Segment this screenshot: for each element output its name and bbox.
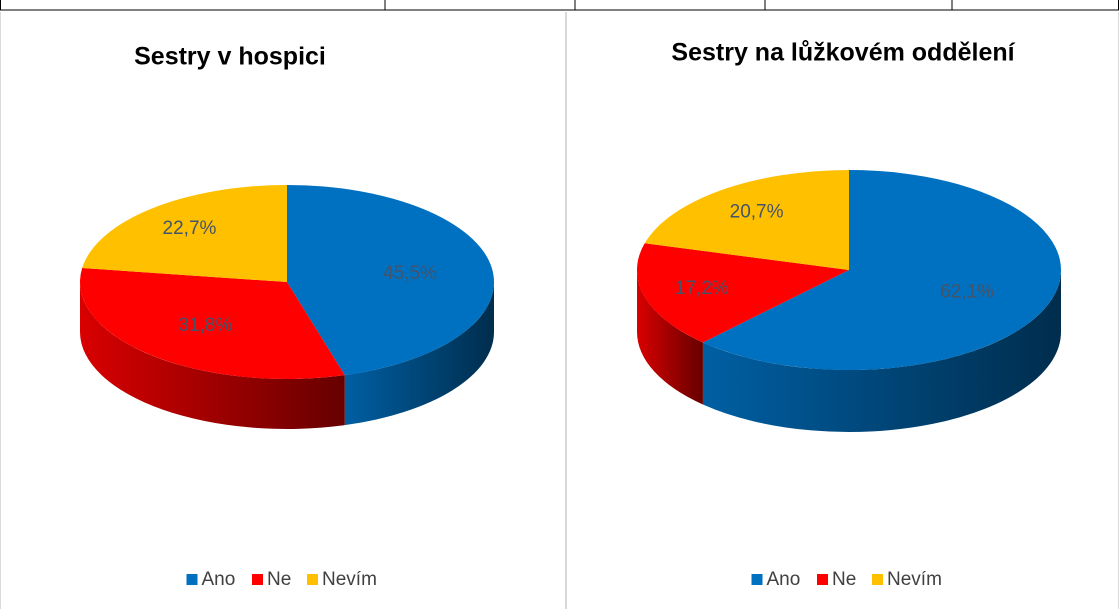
- slice: [82, 185, 287, 282]
- pie-chart: Sestry na lůžkovém oddělení 62,1% 17,2% 20,…: [637, 39, 1061, 590]
- data-label: 22,7%: [163, 218, 217, 239]
- pie-chart: Sestry v hospici 45,5% 31,8% 22,7% Ano Ne Neví…: [80, 43, 494, 590]
- legend-swatch: [186, 574, 198, 585]
- legend-swatch: [307, 574, 318, 585]
- slice-side: [80, 282, 345, 429]
- data-label: 20,7%: [730, 202, 784, 223]
- slice: [287, 185, 494, 376]
- slice: [637, 243, 849, 343]
- legend-label: Nevím: [322, 569, 377, 590]
- legend-label: Ano: [767, 569, 801, 590]
- data-label: 45,5%: [383, 263, 437, 284]
- table-border: [0, 0, 1119, 11]
- legend-label: Ne: [267, 569, 291, 590]
- data-label: 17,2%: [675, 278, 729, 299]
- legend-swatch: [751, 574, 763, 585]
- data-label: 62,1%: [940, 281, 994, 302]
- slice: [702, 170, 1061, 370]
- legend-label: Ano: [202, 569, 236, 590]
- slice: [80, 268, 345, 379]
- legend-swatch: [817, 574, 828, 585]
- legend-swatch: [872, 574, 883, 585]
- legend-label: Ne: [832, 569, 856, 590]
- slice-side: [344, 282, 494, 426]
- chart-title: Sestry v hospici: [134, 43, 326, 71]
- legend-label: Nevím: [887, 569, 942, 590]
- table-strip: [0, 0, 1119, 11]
- slice-side: [637, 270, 703, 405]
- chart-title: Sestry na lůžkovém oddělení: [671, 39, 1015, 67]
- slice: [644, 170, 849, 270]
- legend-swatch: [252, 574, 263, 585]
- data-label: 31,8%: [179, 315, 233, 336]
- slice-side: [702, 270, 1061, 432]
